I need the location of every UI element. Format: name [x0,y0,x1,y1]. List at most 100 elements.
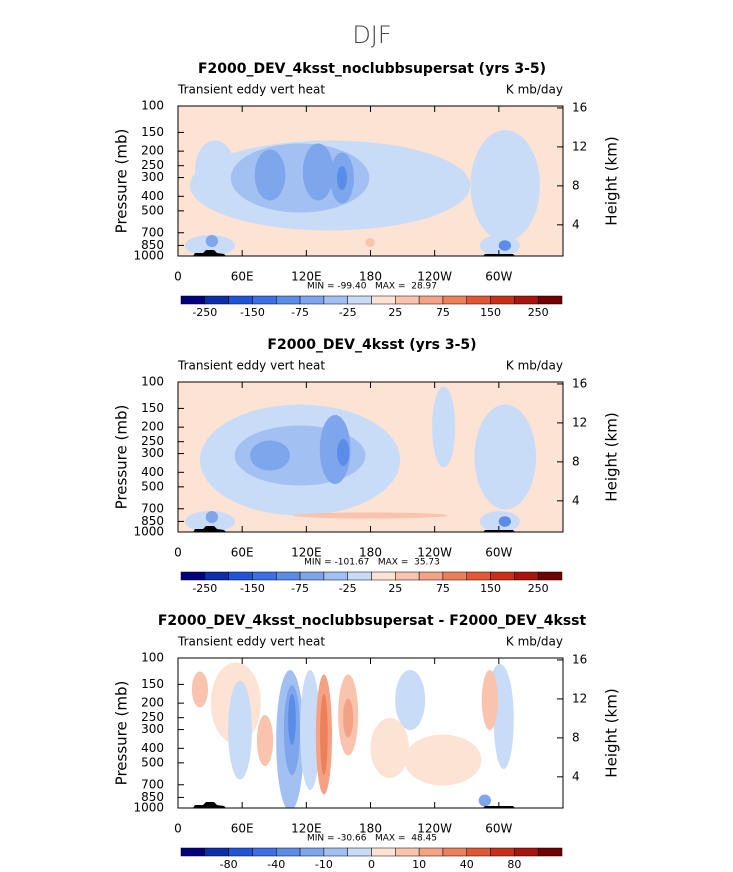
colorbar-swatch [490,295,515,305]
colorbar-label: 25 [388,582,402,595]
colorbar-label: 150 [480,306,501,319]
colorbar-swatch [180,571,206,581]
colorbar-swatch [442,295,467,305]
colorbar-label: 75 [436,306,450,319]
x-tick-label: 0 [174,822,182,836]
stats: MIN = -101.67 MAX = 35.73 [304,558,440,568]
contour-field [178,658,563,808]
colorbar-swatch [347,571,372,581]
figure-title: DJF [352,21,391,49]
contour-field [178,382,563,532]
y2-tick-label: 4 [572,493,580,507]
colorbar-label: -75 [291,582,309,595]
x-tick-label: 0 [174,546,182,560]
colorbar-label: 40 [460,858,474,871]
left-label: Transient eddy vert heat [177,83,325,97]
contour-region [288,694,296,745]
colorbar-swatch [347,295,372,305]
y-tick-label: 500 [141,203,164,217]
colorbar-label: 80 [507,858,521,871]
panel: F2000_DEV_4ksst_noclubbsupersat (yrs 3-5… [113,61,621,319]
panel-title: F2000_DEV_4ksst_noclubbsupersat (yrs 3-5… [198,61,546,77]
y2-tick-label: 4 [572,217,580,231]
colorbar-swatch [180,847,206,857]
colorbar-swatch [490,571,515,581]
right-label: K mb/day [506,635,563,649]
colorbar-swatch [395,571,420,581]
contour-region [256,715,274,766]
colorbar-swatch [276,571,301,581]
colorbar-swatch [466,571,491,581]
contour-region [293,512,448,519]
y2-tick-label: 16 [572,100,587,114]
contour-region [474,404,537,510]
y-tick-label: 200 [141,420,164,434]
colorbar-swatch [371,571,396,581]
colorbar-label: 75 [436,582,450,595]
colorbar-swatch [228,847,253,857]
colorbar-label: -150 [240,306,265,319]
y2-axis-label: Height (km) [603,412,621,501]
colorbar-swatch [204,847,229,857]
colorbar-swatch [228,571,253,581]
x-tick-label: 120W [417,270,452,284]
contour-region [432,386,456,468]
panel: F2000_DEV_4ksst_noclubbsupersat - F2000_… [113,613,621,871]
colorbar-swatch [276,295,301,305]
y-tick-label: 150 [141,677,164,691]
stats: MIN = -30.66 MAX = 48.45 [307,834,437,844]
colorbar-label: 10 [412,858,426,871]
contour-region [302,143,334,201]
right-label: K mb/day [506,359,563,373]
y2-tick-label: 4 [572,769,580,783]
colorbar-label: -10 [315,858,333,871]
contour-region [320,694,328,775]
x-tick-label: 60E [231,822,254,836]
y-tick-label: 850 [141,238,164,252]
y-tick-label: 300 [141,170,164,184]
y-tick-label: 850 [141,790,164,804]
y2-tick-label: 12 [572,139,587,153]
contour-region [365,238,375,247]
y-tick-label: 200 [141,696,164,710]
colorbar-swatch [228,295,253,305]
x-tick-label: 180 [359,546,382,560]
colorbar-label: -80 [220,858,238,871]
colorbar-swatch [514,571,539,581]
contour-region [228,680,252,780]
topography [193,250,515,256]
y-tick-label: 400 [141,465,164,479]
colorbar-swatch [537,571,563,581]
contour-region [205,511,219,523]
colorbar-swatch [395,295,420,305]
colorbar-label: 150 [480,582,501,595]
x-tick-label: 180 [359,822,382,836]
y-tick-label: 150 [141,401,164,415]
x-tick-label: 60E [231,270,254,284]
x-tick-label: 180 [359,270,382,284]
colorbar-label: 250 [528,306,549,319]
topography [193,526,515,532]
contour-region [254,149,286,201]
contour-region [194,140,235,201]
y-tick-label: 250 [141,434,164,448]
colorbar-swatch [252,847,277,857]
y-tick-label: 100 [141,651,164,665]
contour-region [300,670,321,790]
colorbar-label: -150 [240,582,265,595]
y2-tick-label: 8 [572,730,580,744]
colorbar-swatch [418,847,444,857]
stats: MIN = -99.40 MAX = 28.97 [307,282,437,292]
panel-title: F2000_DEV_4ksst (yrs 3-5) [267,337,476,353]
colorbar-swatch [180,295,206,305]
x-tick-label: 60W [485,546,512,560]
contour-region [478,794,492,807]
colorbar-swatch [466,295,491,305]
y-axis-label: Pressure (mb) [113,405,131,510]
colorbar-swatch [537,295,563,305]
x-tick-label: 120W [417,822,452,836]
colorbar-swatch [514,295,539,305]
colorbar-swatch [204,571,229,581]
y-tick-label: 100 [141,375,164,389]
